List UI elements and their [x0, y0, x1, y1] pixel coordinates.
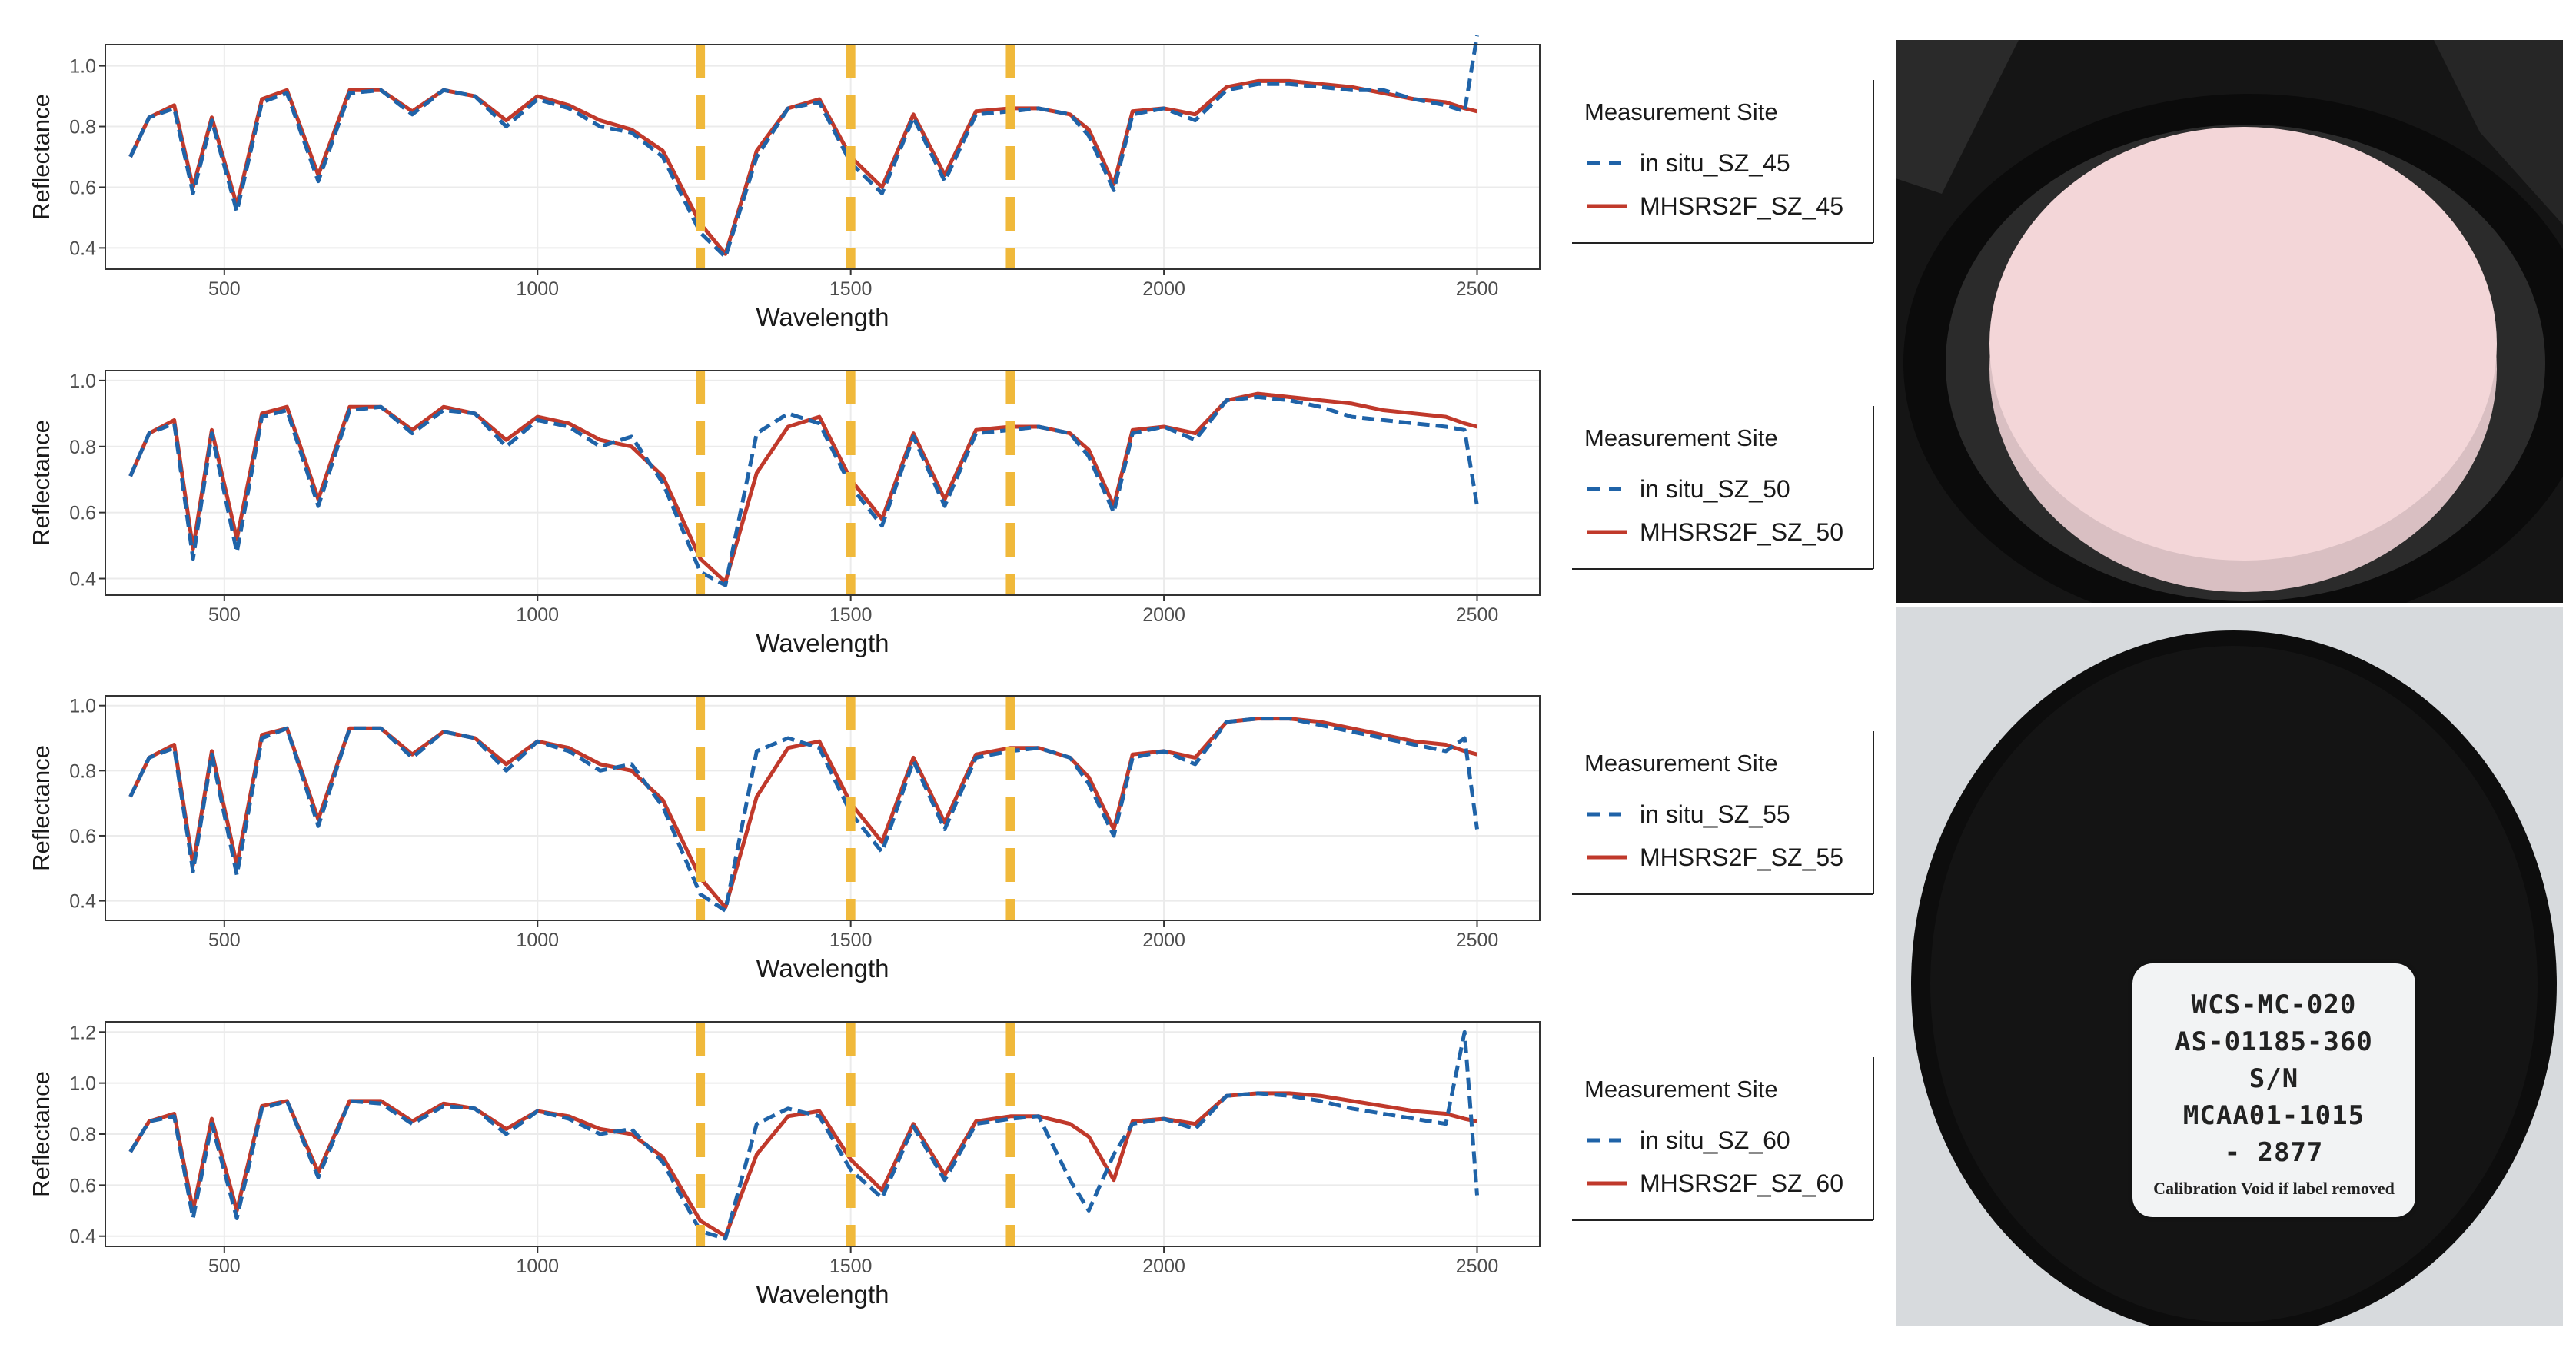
legend: Measurement Site in situ_SZ_50 MHSRS2F_SZ_… — [1572, 406, 1874, 570]
x-tick-label: 1000 — [516, 1256, 559, 1277]
x-tick-label: 500 — [208, 1256, 241, 1277]
x-tick-label: 1000 — [516, 604, 559, 626]
y-axis-title: Reflectance — [28, 94, 55, 220]
series-line-model — [128, 391, 1478, 584]
white-reference-disc — [1896, 40, 2563, 603]
legend-label-insitu: in situ_SZ_55 — [1640, 800, 1790, 828]
chart-panel-3: 500 1000 1500 2000 2500 0.4 0.6 0.8 1.0 Wavelengt… — [28, 695, 1874, 983]
x-tick-label: 2500 — [1456, 1256, 1499, 1277]
y-tick-label: 1.0 — [69, 696, 96, 717]
x-tick-label: 2500 — [1456, 930, 1499, 951]
label-line-serial: MCAA01-1015 — [2182, 1100, 2365, 1131]
plot-border — [105, 370, 1541, 596]
y-tick-label: 0.4 — [69, 1226, 96, 1248]
legend-title: Measurement Site — [1584, 750, 1778, 777]
y-tick-label: 0.4 — [69, 569, 96, 591]
photo-calibration-panel-top — [1896, 40, 2563, 603]
legend-label-model: MHSRS2F_SZ_50 — [1640, 518, 1843, 546]
plot-background — [105, 371, 1540, 595]
legend-title: Measurement Site — [1584, 98, 1778, 125]
y-axis-title: Reflectance — [28, 1071, 55, 1197]
series-line-insitu — [128, 1030, 1479, 1241]
legend-title: Measurement Site — [1584, 1076, 1778, 1103]
label-line-sn: S/N — [2249, 1063, 2299, 1094]
y-tick-label: 0.8 — [69, 1124, 96, 1146]
x-tick-label: 2000 — [1142, 604, 1185, 626]
y-axis-title: Reflectance — [28, 420, 55, 546]
y-axis-title: Reflectance — [28, 745, 55, 871]
label-note: Calibration Void if label removed — [2153, 1179, 2395, 1198]
x-tick-label: 1500 — [829, 930, 873, 951]
x-tick-label: 500 — [208, 604, 241, 626]
x-tick-label: 2500 — [1456, 604, 1499, 626]
legend-title: Measurement Site — [1584, 424, 1778, 451]
y-tick-label: 1.0 — [69, 56, 96, 78]
x-tick-label: 1500 — [829, 278, 873, 300]
y-tick-label: 0.4 — [69, 238, 96, 259]
y-tick-label: 0.6 — [69, 503, 96, 524]
chart-panel-4: 500 1000 1500 2000 2500 0.4 0.6 0.8 1.0 1.2 Wavele… — [28, 1021, 1874, 1309]
x-tick-label: 1500 — [829, 1256, 873, 1277]
x-tick-label: 1500 — [829, 604, 873, 626]
x-tick-label: 1000 — [516, 278, 559, 300]
x-tick-label: 1000 — [516, 930, 559, 951]
x-axis-title: Wavelength — [756, 303, 889, 331]
plot-background — [105, 696, 1540, 920]
y-tick-label: 0.8 — [69, 437, 96, 458]
legend: Measurement Site in situ_SZ_55 MHSRS2F_SZ_… — [1572, 731, 1874, 895]
x-tick-label: 2500 — [1456, 278, 1499, 300]
legend-label-model: MHSRS2F_SZ_60 — [1640, 1169, 1843, 1197]
y-tick-label: 1.0 — [69, 371, 96, 392]
series-line-insitu — [128, 394, 1479, 587]
chart-panel-1: 500 1000 1500 2000 2500 0.4 0.6 0.8 1.0 Wavelengt… — [28, 35, 1874, 331]
x-tick-label: 2000 — [1142, 930, 1185, 951]
legend-label-insitu: in situ_SZ_45 — [1640, 149, 1790, 177]
x-axis-title: Wavelength — [756, 629, 889, 657]
y-tick-label: 0.6 — [69, 177, 96, 198]
label-line-number: - 2877 — [2224, 1137, 2324, 1168]
legend-label-model: MHSRS2F_SZ_55 — [1640, 843, 1843, 871]
x-tick-label: 2000 — [1142, 1256, 1185, 1277]
legend: Measurement Site in situ_SZ_60 MHSRS2F_SZ_… — [1572, 1057, 1874, 1221]
x-axis-title: Wavelength — [756, 1280, 889, 1309]
y-tick-label: 0.8 — [69, 117, 96, 138]
x-axis-title: Wavelength — [756, 954, 889, 983]
y-tick-label: 0.6 — [69, 826, 96, 847]
y-tick-label: 0.6 — [69, 1175, 96, 1196]
legend: Measurement Site in situ_SZ_45 MHSRS2F_SZ_… — [1572, 80, 1874, 244]
x-tick-label: 500 — [208, 930, 241, 951]
y-tick-label: 0.4 — [69, 891, 96, 913]
legend-label-insitu: in situ_SZ_50 — [1640, 475, 1790, 503]
calibration-label: WCS-MC-020 AS-01185-360 S/N MCAA01-1015 … — [2132, 963, 2415, 1217]
x-tick-label: 2000 — [1142, 278, 1185, 300]
chart-panel-2: 500 1000 1500 2000 2500 0.4 0.6 0.8 1.0 Wavelengt… — [28, 370, 1874, 657]
label-line-model: WCS-MC-020 — [2191, 990, 2357, 1020]
series-line-insitu — [128, 35, 1479, 259]
y-tick-label: 1.0 — [69, 1073, 96, 1095]
y-tick-label: 0.8 — [69, 760, 96, 782]
plot-background — [105, 45, 1540, 269]
label-line-part: AS-01185-360 — [2175, 1026, 2373, 1057]
spectral-charts: 500 1000 1500 2000 2500 0.4 0.6 0.8 1.0 Wavelengt… — [28, 35, 1874, 1309]
legend-label-insitu: in situ_SZ_60 — [1640, 1126, 1790, 1154]
plot-border — [105, 44, 1541, 270]
y-tick-label: 1.2 — [69, 1022, 96, 1043]
legend-label-model: MHSRS2F_SZ_45 — [1640, 192, 1843, 220]
series-line-insitu — [128, 717, 1479, 913]
plot-border — [105, 695, 1541, 921]
x-tick-label: 500 — [208, 278, 241, 300]
